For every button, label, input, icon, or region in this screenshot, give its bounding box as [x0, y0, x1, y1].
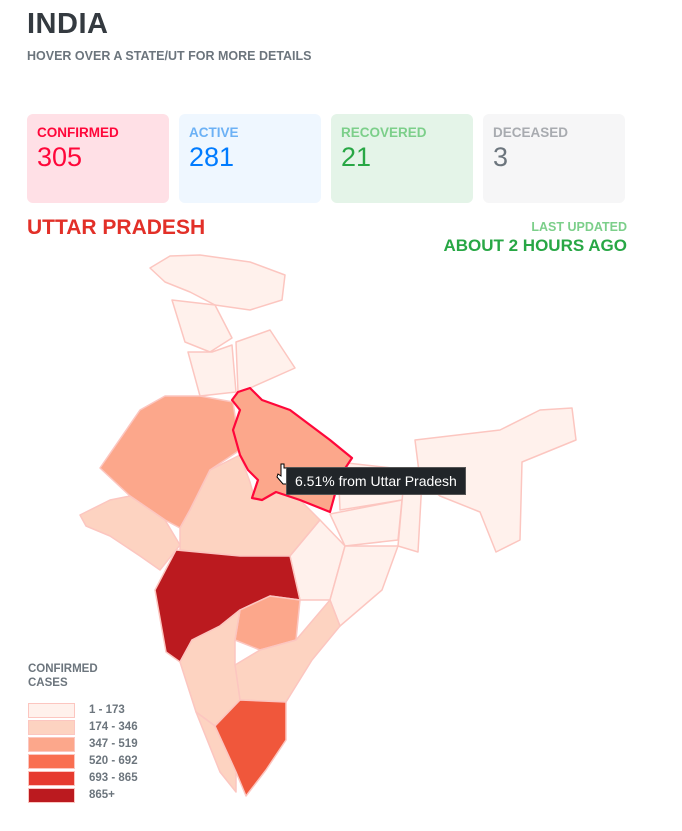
state-uttarakhand[interactable] — [235, 329, 296, 393]
stat-card-recovered: RECOVERED 21 — [331, 114, 473, 203]
last-updated-label: LAST UPDATED — [531, 220, 627, 234]
last-updated-value: ABOUT 2 HOURS AGO — [443, 236, 627, 255]
stat-value: 281 — [189, 142, 235, 172]
legend-title: CONFIRMED CASES — [28, 663, 98, 689]
legend-item: 1 - 173 — [28, 702, 125, 718]
legend-swatch — [28, 719, 75, 735]
stat-card-active: ACTIVE 281 — [179, 114, 321, 203]
legend-swatch — [28, 702, 75, 718]
legend-label: 693 - 865 — [89, 772, 138, 784]
stat-card-confirmed: CONFIRMED 305 — [27, 114, 169, 203]
stat-value: 305 — [37, 142, 83, 172]
legend-item: 174 - 346 — [28, 719, 138, 735]
stat-label: CONFIRMED — [37, 125, 119, 140]
legend-label: 174 - 346 — [89, 721, 138, 733]
page-subtitle: HOVER OVER A STATE/UT FOR MORE DETAILS — [27, 49, 312, 63]
state-tamil-nadu[interactable] — [214, 699, 287, 797]
state-himachal-punjab[interactable] — [171, 299, 233, 353]
stat-value: 3 — [493, 142, 509, 172]
legend-item: 865+ — [28, 787, 115, 803]
state-gujarat[interactable] — [79, 495, 181, 571]
selected-state-name: UTTAR PRADESH — [27, 216, 206, 239]
stat-label: DECEASED — [493, 125, 569, 140]
legend-label: 1 - 173 — [89, 704, 125, 716]
legend-swatch — [28, 753, 75, 769]
map-tooltip: 6.51% from Uttar Pradesh — [286, 467, 466, 495]
page-title: INDIA — [27, 8, 109, 40]
legend-swatch — [28, 736, 75, 752]
legend-item: 520 - 692 — [28, 753, 138, 769]
state-kerala[interactable] — [195, 711, 237, 793]
state-jammu-kashmir[interactable] — [149, 254, 286, 311]
stat-value: 21 — [341, 142, 372, 172]
legend-label: 865+ — [89, 789, 115, 801]
legend-swatch — [28, 787, 75, 803]
legend-item: 347 - 519 — [28, 736, 138, 752]
legend-label: 347 - 519 — [89, 738, 138, 750]
stat-card-deceased: DECEASED 3 — [483, 114, 625, 203]
legend-swatch — [28, 770, 75, 786]
legend-item: 693 - 865 — [28, 770, 138, 786]
stat-label: ACTIVE — [189, 125, 239, 140]
state-haryana-delhi[interactable] — [187, 344, 237, 397]
stat-label: RECOVERED — [341, 125, 427, 140]
legend-label: 520 - 692 — [89, 755, 138, 767]
